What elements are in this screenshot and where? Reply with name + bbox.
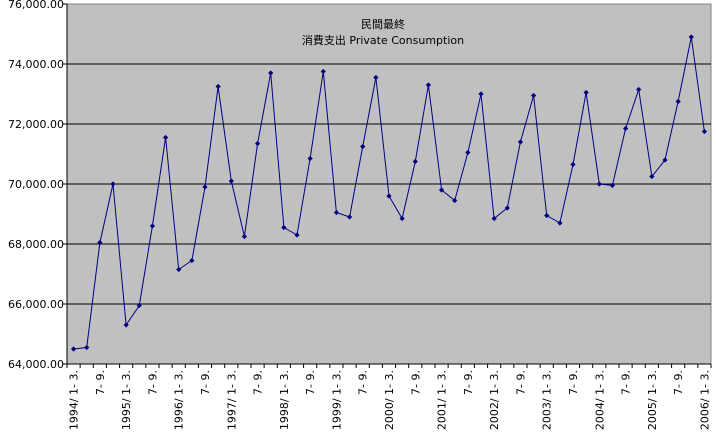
x-tick-label: 2006/ 1- 3. bbox=[698, 370, 711, 430]
x-tick-label: 7- 9. bbox=[462, 370, 475, 395]
x-tick-label: 2000/ 1- 3. bbox=[383, 370, 396, 430]
x-tick-label: 1996/ 1- 3. bbox=[173, 370, 186, 430]
data-point bbox=[294, 232, 300, 238]
data-point bbox=[675, 98, 681, 105]
data-point bbox=[320, 68, 326, 75]
x-tick-label: 2001/ 1- 3. bbox=[436, 370, 449, 430]
y-tick-label: 64,000.00 bbox=[8, 358, 64, 371]
x-tick-label: 1994/ 1- 3. bbox=[68, 370, 81, 430]
data-point bbox=[307, 155, 313, 162]
data-point bbox=[478, 91, 484, 97]
x-tick-label: 7- 9. bbox=[620, 370, 633, 395]
y-tick-label: 74,000.00 bbox=[8, 58, 64, 71]
data-point bbox=[215, 83, 221, 90]
data-point bbox=[333, 209, 340, 216]
x-tick-label: 1999/ 1- 3. bbox=[330, 370, 343, 430]
x-tick-label: 1995/ 1- 3. bbox=[120, 370, 133, 430]
x-tick-label: 7- 9. bbox=[567, 370, 580, 395]
data-point bbox=[452, 197, 458, 204]
x-tick-label: 1997/ 1- 3. bbox=[225, 370, 238, 430]
data-point bbox=[110, 181, 116, 187]
data-point bbox=[622, 125, 629, 132]
data-point bbox=[281, 224, 287, 231]
data-point bbox=[517, 139, 524, 145]
data-point bbox=[97, 239, 103, 246]
y-tick-label: 66,000.00 bbox=[8, 298, 64, 311]
data-point bbox=[136, 302, 142, 309]
x-tick-label: 2004/ 1- 3. bbox=[593, 370, 606, 430]
data-point bbox=[583, 89, 589, 96]
y-tick-label: 72,000.00 bbox=[8, 118, 64, 131]
x-axis: 1994/ 1- 3. 7- 9. 1995/ 1- 3. 7- 9. 1996/ 1-… bbox=[66, 363, 712, 430]
data-point bbox=[596, 181, 602, 187]
data-point bbox=[544, 212, 550, 219]
x-tick-label: 7- 9. bbox=[304, 370, 317, 395]
x-tick-label: 2003/ 1- 3. bbox=[541, 370, 554, 430]
x-tick-label: 7- 9. bbox=[199, 370, 212, 395]
data-point bbox=[162, 134, 169, 141]
chart-title: 民間最終 bbox=[361, 17, 405, 31]
data-point bbox=[557, 220, 563, 226]
x-tick-label: 7- 9. bbox=[146, 370, 159, 395]
x-tick-label: 2005/ 1- 3. bbox=[646, 370, 659, 430]
data-point bbox=[228, 178, 234, 184]
data-point bbox=[465, 149, 471, 156]
data-point bbox=[491, 215, 497, 222]
y-axis: 64,000.00 66,000.00 68,000.00 70,000.00 72,0… bbox=[8, 0, 68, 371]
chart-subtitle: 消費支出 Private Consumption bbox=[302, 33, 464, 47]
data-point bbox=[570, 161, 576, 168]
data-point bbox=[662, 157, 668, 163]
data-point bbox=[268, 70, 274, 76]
data-point bbox=[70, 346, 77, 352]
data-point bbox=[202, 184, 208, 190]
data-point bbox=[254, 140, 261, 147]
x-tick-label: 7- 9. bbox=[252, 370, 265, 395]
data-point bbox=[649, 173, 655, 180]
data-point bbox=[504, 205, 510, 211]
x-tick-label: 7- 9. bbox=[94, 370, 107, 395]
data-point bbox=[425, 82, 432, 88]
data-point bbox=[386, 193, 392, 199]
data-point bbox=[189, 257, 195, 264]
y-tick-label: 68,000.00 bbox=[8, 238, 64, 251]
data-point bbox=[346, 214, 353, 220]
y-tick-label: 76,000.00 bbox=[8, 0, 64, 11]
data-point bbox=[84, 344, 90, 351]
data-point bbox=[149, 223, 156, 229]
data-point bbox=[373, 74, 379, 81]
data-point bbox=[636, 86, 642, 93]
series bbox=[70, 34, 708, 352]
x-tick-label: 7- 9. bbox=[409, 370, 422, 395]
x-tick-label: 7- 9. bbox=[514, 370, 527, 395]
data-point bbox=[412, 158, 418, 165]
data-point bbox=[360, 143, 366, 150]
x-tick-label: 2002/ 1- 3. bbox=[488, 370, 501, 430]
x-tick-label: 7- 9. bbox=[672, 370, 685, 395]
data-point bbox=[530, 92, 537, 99]
data-point bbox=[399, 215, 405, 222]
y-tick-label: 70,000.00 bbox=[8, 178, 64, 191]
data-point bbox=[241, 233, 248, 240]
data-point bbox=[176, 266, 182, 273]
data-point bbox=[701, 128, 708, 135]
data-point bbox=[688, 34, 694, 40]
x-tick-label: 7- 9. bbox=[357, 370, 370, 395]
data-point bbox=[609, 182, 616, 189]
data-point bbox=[438, 187, 445, 193]
data-point bbox=[123, 322, 129, 328]
gridlines bbox=[67, 63, 711, 305]
x-tick-label: 1998/ 1- 3. bbox=[278, 370, 291, 430]
